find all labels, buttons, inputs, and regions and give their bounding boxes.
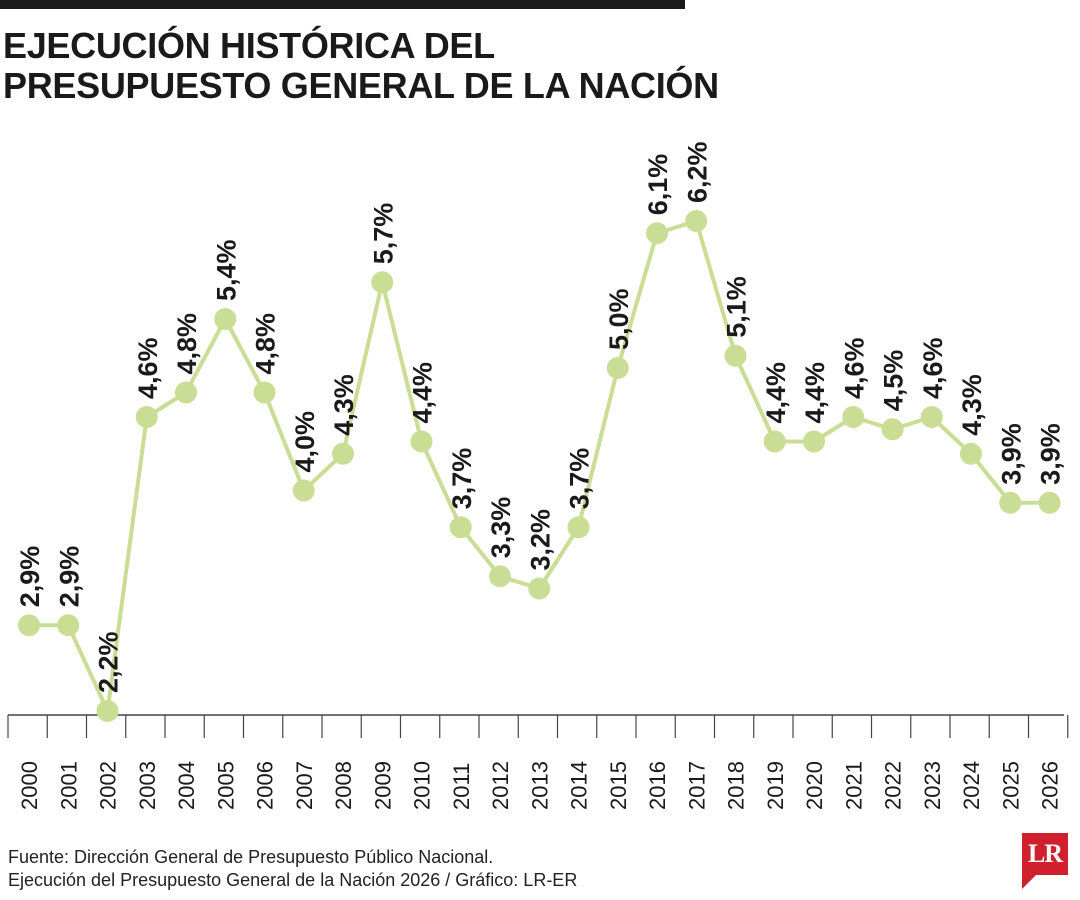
data-point <box>214 308 237 330</box>
data-point <box>842 406 865 428</box>
lr-logo-text: LR <box>1027 839 1063 868</box>
data-label: 4,0% <box>290 411 320 473</box>
x-tick-label: 2005 <box>213 761 238 810</box>
data-point <box>175 381 197 404</box>
x-tick-label: 2026 <box>1038 761 1063 810</box>
x-tick-label: 2011 <box>449 763 474 810</box>
x-tick-label: 2004 <box>174 761 199 810</box>
x-tick-label: 2016 <box>645 761 670 810</box>
x-tick-label: 2014 <box>567 761 592 810</box>
data-label: 3,3% <box>486 497 516 559</box>
data-point <box>1038 491 1061 514</box>
data-label: 3,9% <box>996 423 1026 485</box>
data-label: 5,7% <box>368 203 398 265</box>
x-tick-label: 2006 <box>253 761 278 810</box>
top-accent-bar <box>0 0 685 9</box>
x-tick-label: 2001 <box>56 761 81 810</box>
data-label: 2,9% <box>15 546 45 608</box>
data-point <box>920 406 943 428</box>
data-point <box>96 700 119 722</box>
x-tick-label: 2002 <box>96 761 121 810</box>
data-label: 3,7% <box>447 448 477 510</box>
data-point <box>332 442 354 465</box>
data-label: 2,9% <box>54 546 84 608</box>
data-point <box>685 210 708 232</box>
series-line <box>29 219 1050 713</box>
x-tick-label: 2010 <box>410 761 435 810</box>
data-label: 5,0% <box>604 288 634 350</box>
x-tick-label: 2000 <box>17 761 42 810</box>
source-line-1: Fuente: Dirección General de Presupuesto… <box>8 847 494 867</box>
data-label: 5,4% <box>211 239 241 301</box>
data-point <box>881 418 904 441</box>
data-label: 4,5% <box>879 350 909 412</box>
data-label: 3,2% <box>525 509 555 571</box>
x-tick-label: 2009 <box>370 761 395 810</box>
data-label: 3,7% <box>565 448 595 510</box>
data-point <box>135 406 158 428</box>
data-point <box>489 565 511 588</box>
data-point <box>410 430 433 453</box>
data-label: 4,6% <box>839 337 869 399</box>
data-point <box>803 430 825 453</box>
data-point <box>960 442 982 465</box>
data-label: 4,3% <box>329 374 359 436</box>
x-tick-label: 2003 <box>135 761 160 810</box>
chart-title: EJECUCIÓN HISTÓRICA DEL PRESUPUESTO GENE… <box>3 26 719 106</box>
x-tick-label: 2023 <box>920 761 945 810</box>
data-point <box>449 516 472 539</box>
chart-title-line-1: EJECUCIÓN HISTÓRICA DEL <box>3 25 495 66</box>
source-note: Fuente: Dirección General de Presupuesto… <box>8 846 577 892</box>
data-point <box>528 577 551 600</box>
x-tick-label: 2008 <box>331 761 356 810</box>
x-tick-label: 2021 <box>841 761 866 810</box>
data-label: 6,2% <box>682 141 712 203</box>
data-point <box>999 491 1022 514</box>
data-label: 6,1% <box>643 154 673 216</box>
data-label: 4,8% <box>172 313 202 375</box>
data-point <box>292 479 315 502</box>
x-tick-label: 2019 <box>763 761 788 810</box>
x-tick-label: 2013 <box>527 761 552 810</box>
data-point <box>567 516 590 539</box>
lr-logo: LR <box>1022 833 1068 889</box>
source-line-2: Ejecución del Presupuesto General de la … <box>8 870 578 890</box>
data-label: 3,9% <box>1036 423 1066 485</box>
x-tick-label: 2007 <box>292 761 317 810</box>
data-point <box>18 614 40 637</box>
data-point <box>253 381 276 404</box>
data-point <box>606 357 629 379</box>
data-label: 5,1% <box>722 276 752 338</box>
x-tick-label: 2024 <box>959 761 984 810</box>
x-tick-label: 2018 <box>724 761 749 810</box>
data-point <box>763 430 786 453</box>
x-tick-label: 2017 <box>684 761 709 810</box>
x-tick-label: 2025 <box>998 761 1023 810</box>
data-label: 4,4% <box>408 362 438 424</box>
x-tick-label: 2015 <box>606 761 631 810</box>
data-label: 4,6% <box>133 337 163 399</box>
data-point <box>724 344 747 367</box>
x-tick-label: 2022 <box>881 761 906 810</box>
data-label: 4,6% <box>918 337 948 399</box>
data-label: 2,2% <box>94 631 124 693</box>
x-tick-label: 2012 <box>488 761 513 810</box>
chart-title-line-2: PRESUPUESTO GENERAL DE LA NACIÓN <box>3 65 719 106</box>
data-point <box>57 614 80 637</box>
data-label: 4,4% <box>761 362 791 424</box>
data-label: 4,4% <box>800 362 830 424</box>
data-point <box>371 271 394 294</box>
data-point <box>646 222 668 245</box>
data-label: 4,3% <box>957 374 987 436</box>
data-label: 4,8% <box>251 313 281 375</box>
x-tick-label: 2020 <box>802 761 827 810</box>
